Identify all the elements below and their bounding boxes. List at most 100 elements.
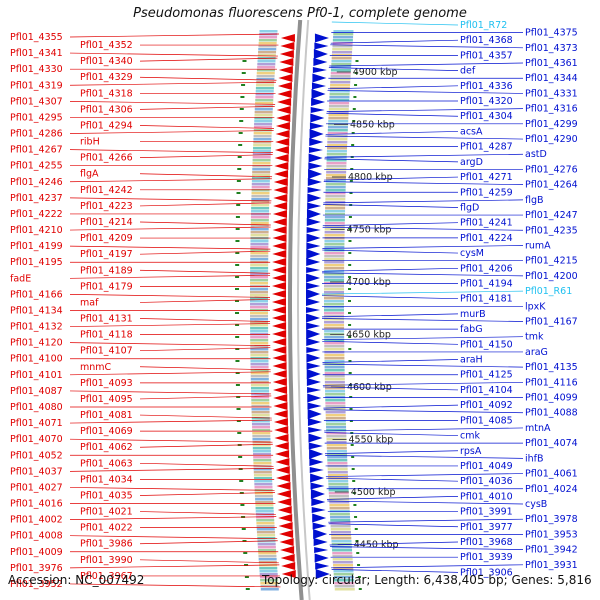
label-leader-left (69, 467, 274, 472)
gene-label-right: Pfl01_3931 (525, 560, 578, 571)
feature-band-left (252, 438, 271, 441)
feature-band-left (250, 375, 269, 378)
feature-band-left (250, 378, 269, 381)
feature-band-left (253, 129, 272, 132)
gc-marker (348, 240, 352, 242)
gene-label-right: Pfl01_4224 (460, 233, 513, 244)
feature-band-right (326, 447, 347, 450)
feature-band-left (255, 87, 274, 90)
feature-band-left (251, 420, 270, 423)
label-leader-left (69, 419, 272, 424)
gc-marker (241, 84, 246, 86)
forward-gene-arrow (306, 307, 321, 313)
feature-band-left (250, 333, 269, 336)
reverse-gene-arrow (272, 226, 287, 234)
feature-band-right (334, 579, 355, 582)
feature-band-left (253, 474, 272, 477)
feature-band-right (324, 279, 345, 282)
forward-gene-arrow (306, 209, 321, 219)
label-leader-right (331, 564, 524, 569)
label-leader-right (323, 204, 459, 208)
gene-label-left: mnmC (80, 362, 112, 373)
label-leader-right (326, 477, 459, 482)
label-leader-left (69, 294, 271, 298)
feature-band-left (251, 393, 270, 396)
gc-marker (348, 264, 352, 266)
gene-label-right: Pfl01_3939 (460, 552, 513, 563)
feature-band-right (331, 540, 352, 543)
forward-gene-arrow (306, 289, 321, 299)
reverse-gene-arrow (272, 234, 287, 242)
gc-marker (235, 360, 240, 362)
feature-band-right (327, 474, 348, 477)
gene-label-right: Pfl01_3906 (460, 567, 513, 578)
feature-band-right (330, 528, 351, 531)
feature-band-left (255, 96, 274, 99)
feature-band-left (251, 402, 270, 405)
feature-band-right (326, 426, 347, 429)
feature-band-right (333, 576, 354, 579)
feature-band-right (324, 339, 345, 342)
forward-gene-arrow (313, 529, 328, 539)
gc-marker (348, 348, 352, 350)
gene-label-right: mtnA (525, 423, 551, 434)
feature-band-left (255, 510, 274, 513)
gc-marker (354, 528, 358, 530)
reverse-gene-arrow (272, 290, 287, 298)
feature-band-left (250, 273, 269, 276)
reverse-gene-arrow (280, 546, 295, 554)
feature-band-right (325, 204, 346, 207)
feature-band-left (257, 534, 276, 537)
feature-band-right (325, 405, 346, 408)
gc-marker (348, 228, 352, 230)
reverse-gene-arrow (278, 522, 293, 530)
gc-marker (241, 528, 246, 530)
feature-band-left (258, 45, 277, 48)
feature-band-left (258, 558, 277, 561)
feature-band-left (251, 423, 270, 426)
gene-label-right: fabG (460, 324, 483, 335)
gene-label-right: Pfl01_4074 (525, 438, 578, 449)
gene-label-left: Pfl01_4008 (10, 531, 63, 542)
feature-band-left (250, 318, 269, 321)
gene-label-left: maf (80, 297, 99, 308)
label-leader-left (139, 250, 271, 255)
feature-band-left (250, 387, 269, 390)
gene-label-left: Pfl01_4195 (10, 257, 63, 268)
label-leader-left (139, 173, 273, 178)
feature-band-right (324, 240, 345, 243)
feature-band-left (255, 501, 274, 504)
feature-band-right (328, 480, 349, 483)
feature-band-left (254, 495, 273, 498)
forward-gene-arrow (307, 187, 322, 193)
feature-band-left (255, 507, 274, 510)
feature-band-left (258, 39, 277, 42)
gene-label-left: Pfl01_4134 (10, 305, 63, 316)
feature-band-left (252, 153, 271, 156)
reverse-gene-arrow (278, 514, 293, 522)
feature-band-right (327, 147, 348, 150)
feature-band-right (326, 174, 347, 177)
feature-band-left (250, 276, 269, 279)
gene-label-left: Pfl01_4319 (10, 80, 63, 91)
gene-label-right: Pfl01_4290 (525, 134, 578, 145)
gene-label-left: fadE (10, 273, 31, 284)
forward-gene-arrow (308, 162, 323, 170)
reverse-gene-arrow (272, 282, 287, 290)
feature-band-left (250, 360, 269, 363)
reverse-gene-arrow (276, 482, 291, 490)
label-leader-left (69, 130, 274, 134)
forward-gene-arrow (306, 267, 321, 273)
gene-label-right: Pfl01_4264 (525, 180, 578, 191)
gene-label-right: Pfl01_4320 (460, 96, 513, 107)
label-leader-left (69, 583, 281, 588)
feature-band-right (324, 261, 345, 264)
feature-band-right (330, 81, 351, 84)
gc-marker (348, 372, 352, 374)
feature-band-left (250, 279, 269, 282)
forward-gene-arrow (306, 353, 321, 363)
gene-label-left: Pfl01_4034 (80, 474, 133, 485)
gc-marker (352, 108, 356, 110)
reverse-gene-arrow (272, 274, 287, 282)
gc-marker (242, 60, 247, 62)
